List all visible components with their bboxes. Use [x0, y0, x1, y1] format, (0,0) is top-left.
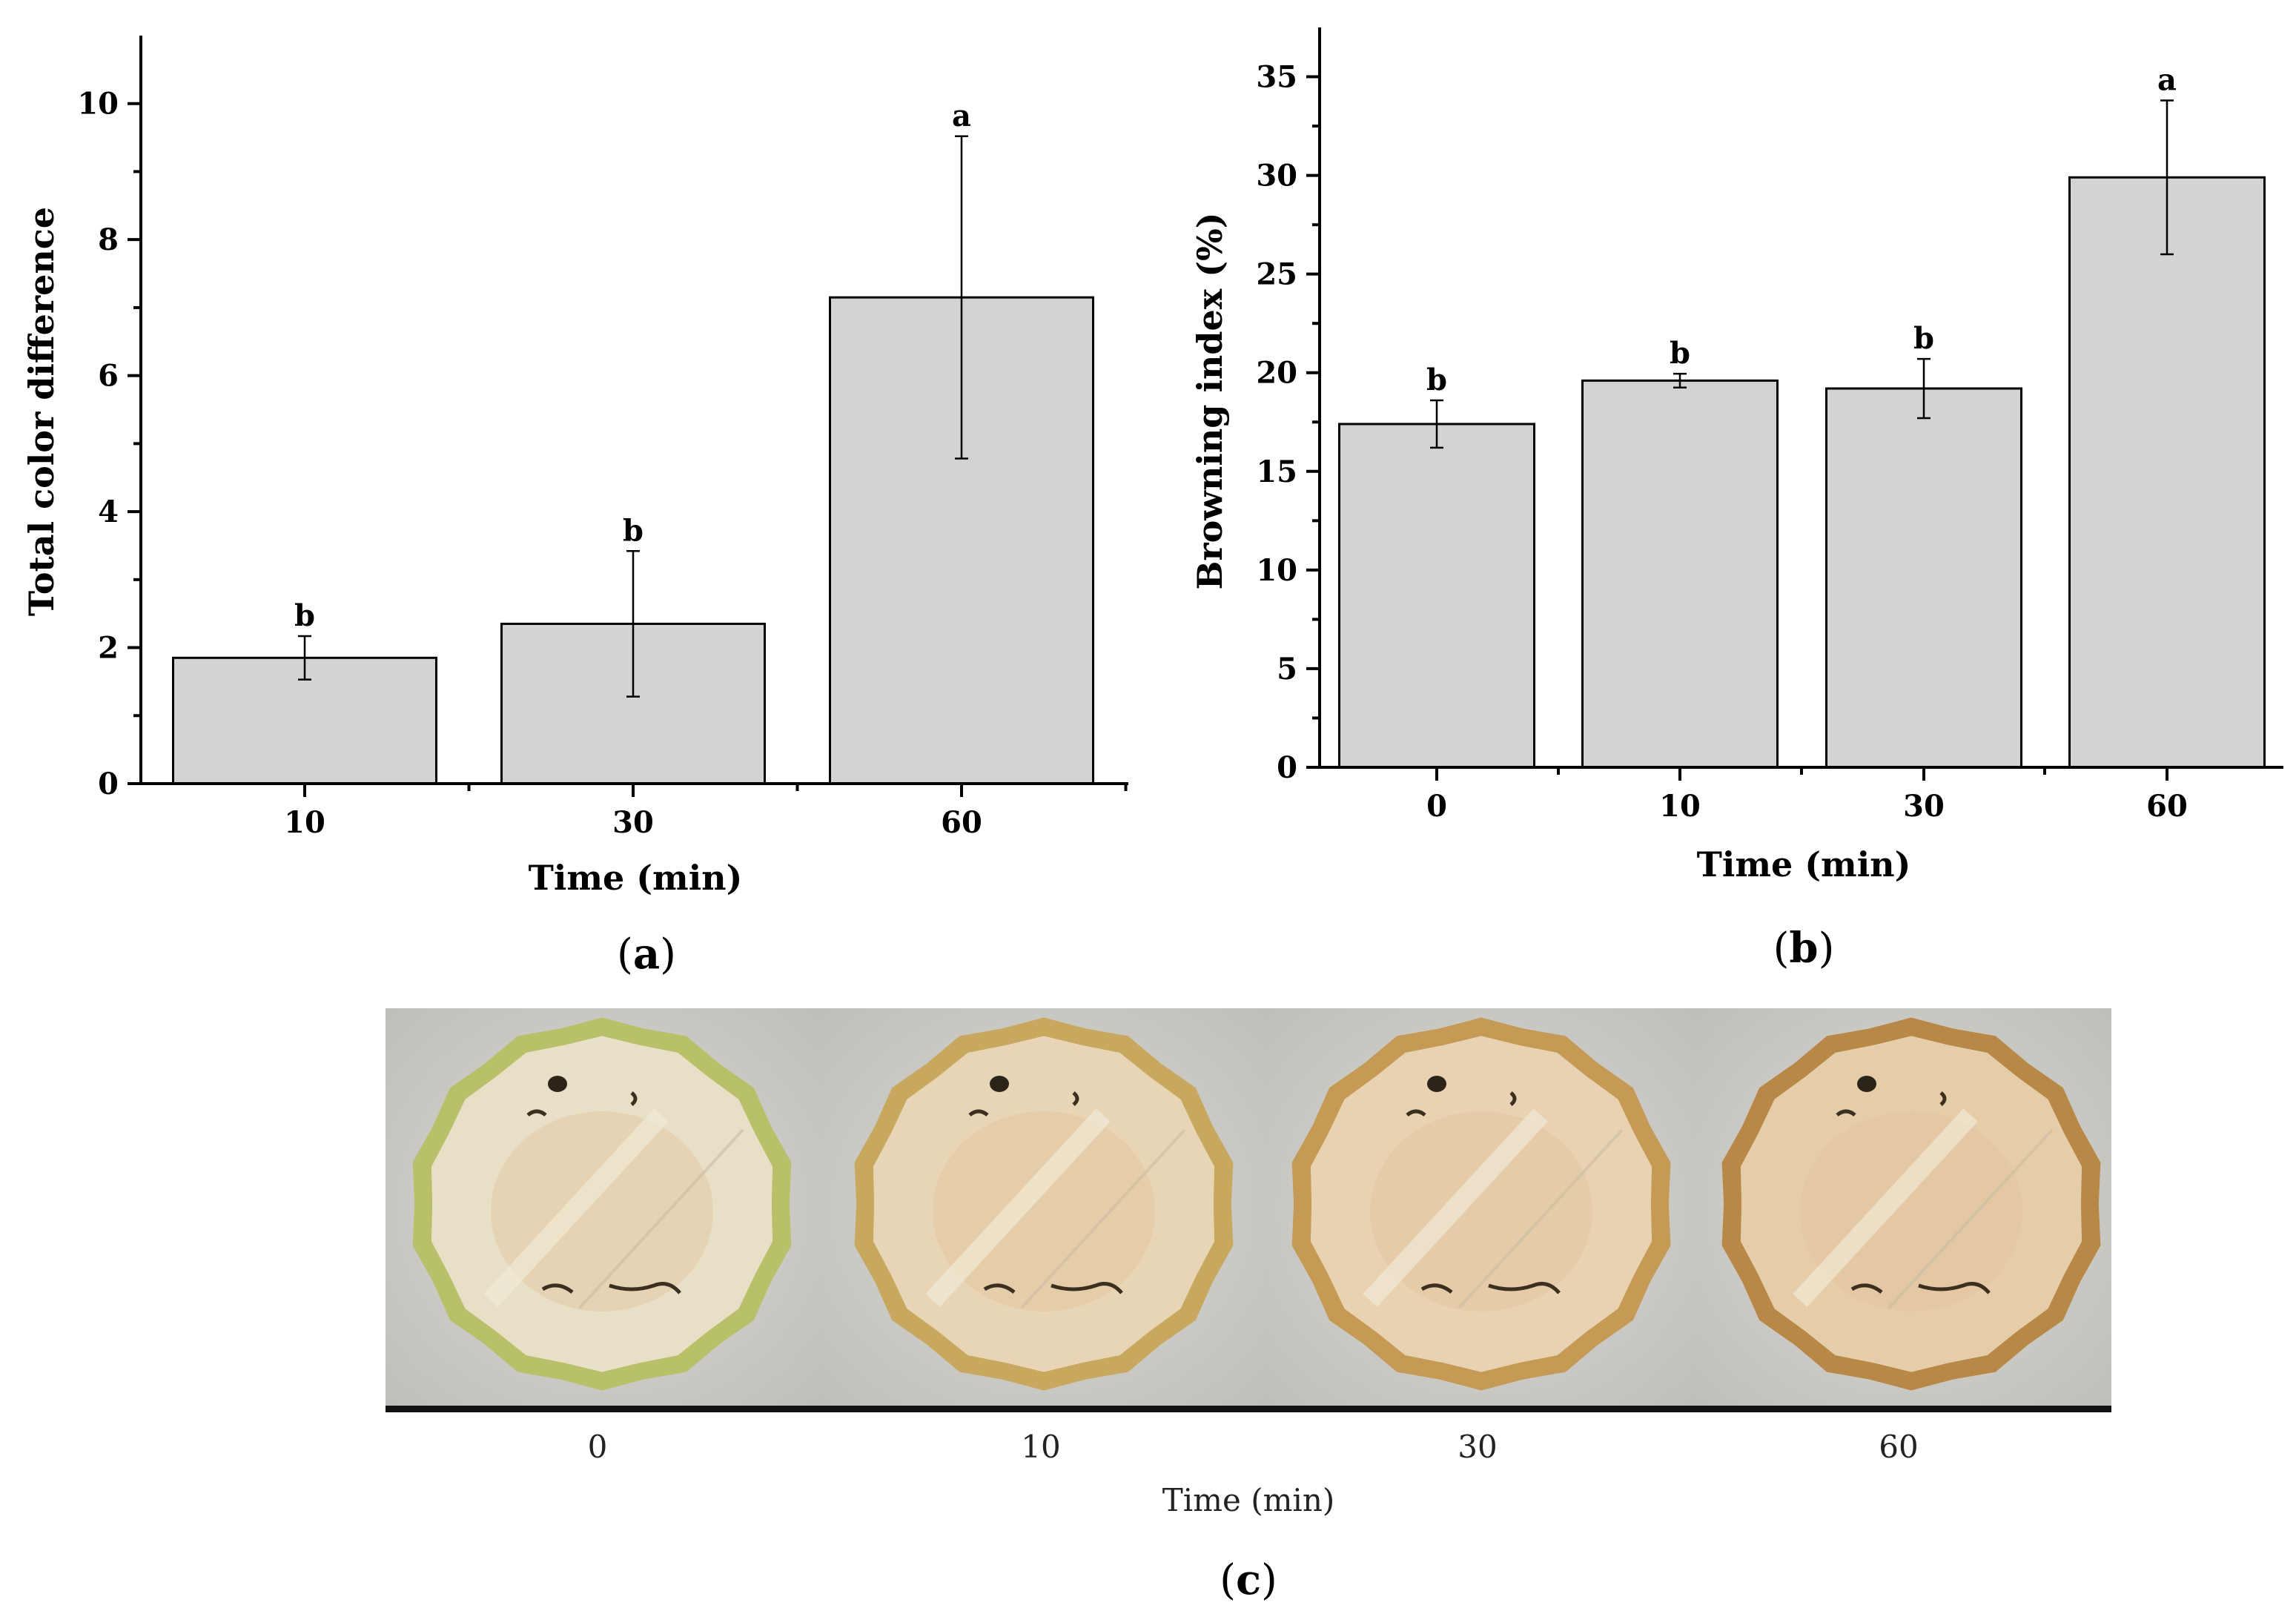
significance-b-10: b — [1670, 336, 1690, 371]
slice-flesh — [431, 1036, 773, 1372]
slice-center-tint — [1370, 1111, 1592, 1311]
chart-a-error-bars — [298, 135, 968, 698]
slice-crease — [1888, 1128, 2054, 1309]
chart-b-x-ticks: 0 10 30 60 — [1426, 767, 2188, 824]
photo-time-label-0: 0 — [588, 1429, 608, 1465]
significance-a-60: a — [952, 99, 971, 133]
y-tick-label-b-5: 5 — [1277, 652, 1297, 687]
photo-tile-60 — [1696, 1008, 2111, 1407]
significance-b-0: b — [1426, 363, 1447, 397]
x-tick-label-b-10: 10 — [1659, 789, 1701, 824]
significance-b-60: a — [2157, 62, 2177, 97]
y-tick-label-a-4: 4 — [98, 494, 119, 529]
slice-center-tint — [491, 1111, 713, 1311]
chart-a-y-axis-title: Total color difference — [21, 207, 62, 616]
seed-cavity — [1857, 1076, 1876, 1092]
x-tick-label-a-10: 10 — [284, 805, 325, 840]
bar-b-30 — [1825, 387, 2022, 769]
chart-b-x-axis-title: Time (min) — [1697, 844, 1911, 884]
slice-crease — [578, 1128, 744, 1309]
panel-letter-c: c — [1236, 1555, 1261, 1604]
y-tick-label-a-2: 2 — [98, 631, 119, 666]
bar-b-0 — [1338, 423, 1535, 769]
chart-b-error-bars — [1430, 99, 2174, 449]
photo-x-axis-title: Time (min) — [1162, 1482, 1335, 1518]
chart-b-significance-labels: b b b a — [1426, 62, 2177, 397]
slice-ridge — [925, 1108, 1111, 1307]
seed-cavity — [548, 1076, 567, 1092]
slice-crease — [1458, 1128, 1624, 1309]
photo-tile-30 — [1266, 1008, 1696, 1407]
slice-flesh — [873, 1036, 1215, 1372]
seed-marks-top — [1836, 1091, 1947, 1117]
bar-b-60 — [2068, 176, 2266, 769]
chart-b-bars — [1338, 176, 2266, 769]
photo-time-label-10: 10 — [1021, 1429, 1060, 1465]
bar-b-10 — [1581, 379, 1779, 769]
y-tick-label-b-30: 30 — [1256, 159, 1297, 193]
panel-label-b: (b) — [1773, 924, 1835, 973]
y-tick-label-a-0: 0 — [98, 767, 119, 801]
slice-ridge — [1363, 1108, 1548, 1307]
panel-label-c: (c) — [1220, 1555, 1277, 1604]
chart-a-y-ticks: 0 2 4 6 8 10 — [77, 87, 141, 801]
panel-letter-b: b — [1789, 924, 1818, 973]
y-tick-label-b-10: 10 — [1256, 553, 1297, 588]
y-tick-label-b-0: 0 — [1277, 750, 1297, 785]
photo-time-label-30: 30 — [1458, 1429, 1497, 1465]
x-tick-label-b-0: 0 — [1426, 789, 1447, 824]
chart-a-x-axis-title: Time (min) — [529, 858, 743, 898]
significance-b-30: b — [1913, 321, 1934, 356]
slice-flesh — [1740, 1036, 2082, 1372]
seed-marks-top — [1406, 1091, 1517, 1117]
seed-cavity — [1427, 1076, 1446, 1092]
slice-ridge — [1793, 1108, 1978, 1307]
x-tick-label-a-30: 30 — [612, 805, 654, 840]
y-tick-label-a-8: 8 — [98, 222, 119, 257]
y-tick-label-b-15: 15 — [1256, 454, 1297, 489]
seed-marks-bottom — [983, 1282, 1123, 1294]
significance-a-30: b — [623, 513, 644, 548]
chart-a: b b a 0 2 4 6 8 10 10 30 60 Time (min) Total colo… — [21, 36, 1128, 979]
significance-a-10: b — [294, 598, 315, 633]
x-tick-label-b-60: 60 — [2146, 789, 2188, 824]
chart-a-x-ticks: 10 30 60 — [284, 784, 1128, 840]
photo-time-label-60: 60 — [1879, 1429, 1918, 1465]
photo-strip-baseline — [386, 1406, 2111, 1412]
panel-letter-a: a — [633, 930, 660, 979]
chart-b-y-axis-title: Browning index (%) — [1190, 213, 1230, 590]
x-tick-label-b-30: 30 — [1903, 789, 1945, 824]
x-tick-label-a-60: 60 — [941, 805, 982, 840]
seed-marks-top — [968, 1091, 1079, 1117]
panel-label-a: (a) — [617, 930, 676, 979]
slice-flesh — [1310, 1036, 1652, 1372]
seed-marks-bottom — [1850, 1282, 1991, 1294]
y-tick-label-b-20: 20 — [1256, 356, 1297, 391]
seed-marks-top — [526, 1091, 638, 1117]
chart-b: b b b a 0 5 10 15 20 25 30 35 0 10 30 60 Time (min) B… — [1190, 27, 2283, 973]
seed-marks-bottom — [541, 1282, 681, 1294]
y-tick-label-b-25: 25 — [1256, 257, 1297, 292]
y-tick-label-a-10: 10 — [77, 87, 119, 122]
seed-marks-bottom — [1420, 1282, 1561, 1294]
slice-center-tint — [1800, 1111, 2022, 1311]
photo-strip: 0 10 30 60 Time (min) (c) — [386, 1008, 2111, 1604]
slice-center-tint — [933, 1111, 1155, 1311]
y-tick-label-b-35: 35 — [1256, 60, 1297, 95]
chart-b-y-ticks: 0 5 10 15 20 25 30 35 — [1256, 60, 1320, 785]
seed-cavity — [990, 1076, 1009, 1092]
photo-tile-0 — [386, 1008, 819, 1407]
slice-crease — [1020, 1128, 1186, 1309]
photo-tile-10 — [819, 1008, 1266, 1407]
slice-ridge — [483, 1108, 669, 1307]
chart-a-significance-labels: b b a — [294, 99, 971, 633]
y-tick-label-a-6: 6 — [98, 359, 119, 394]
